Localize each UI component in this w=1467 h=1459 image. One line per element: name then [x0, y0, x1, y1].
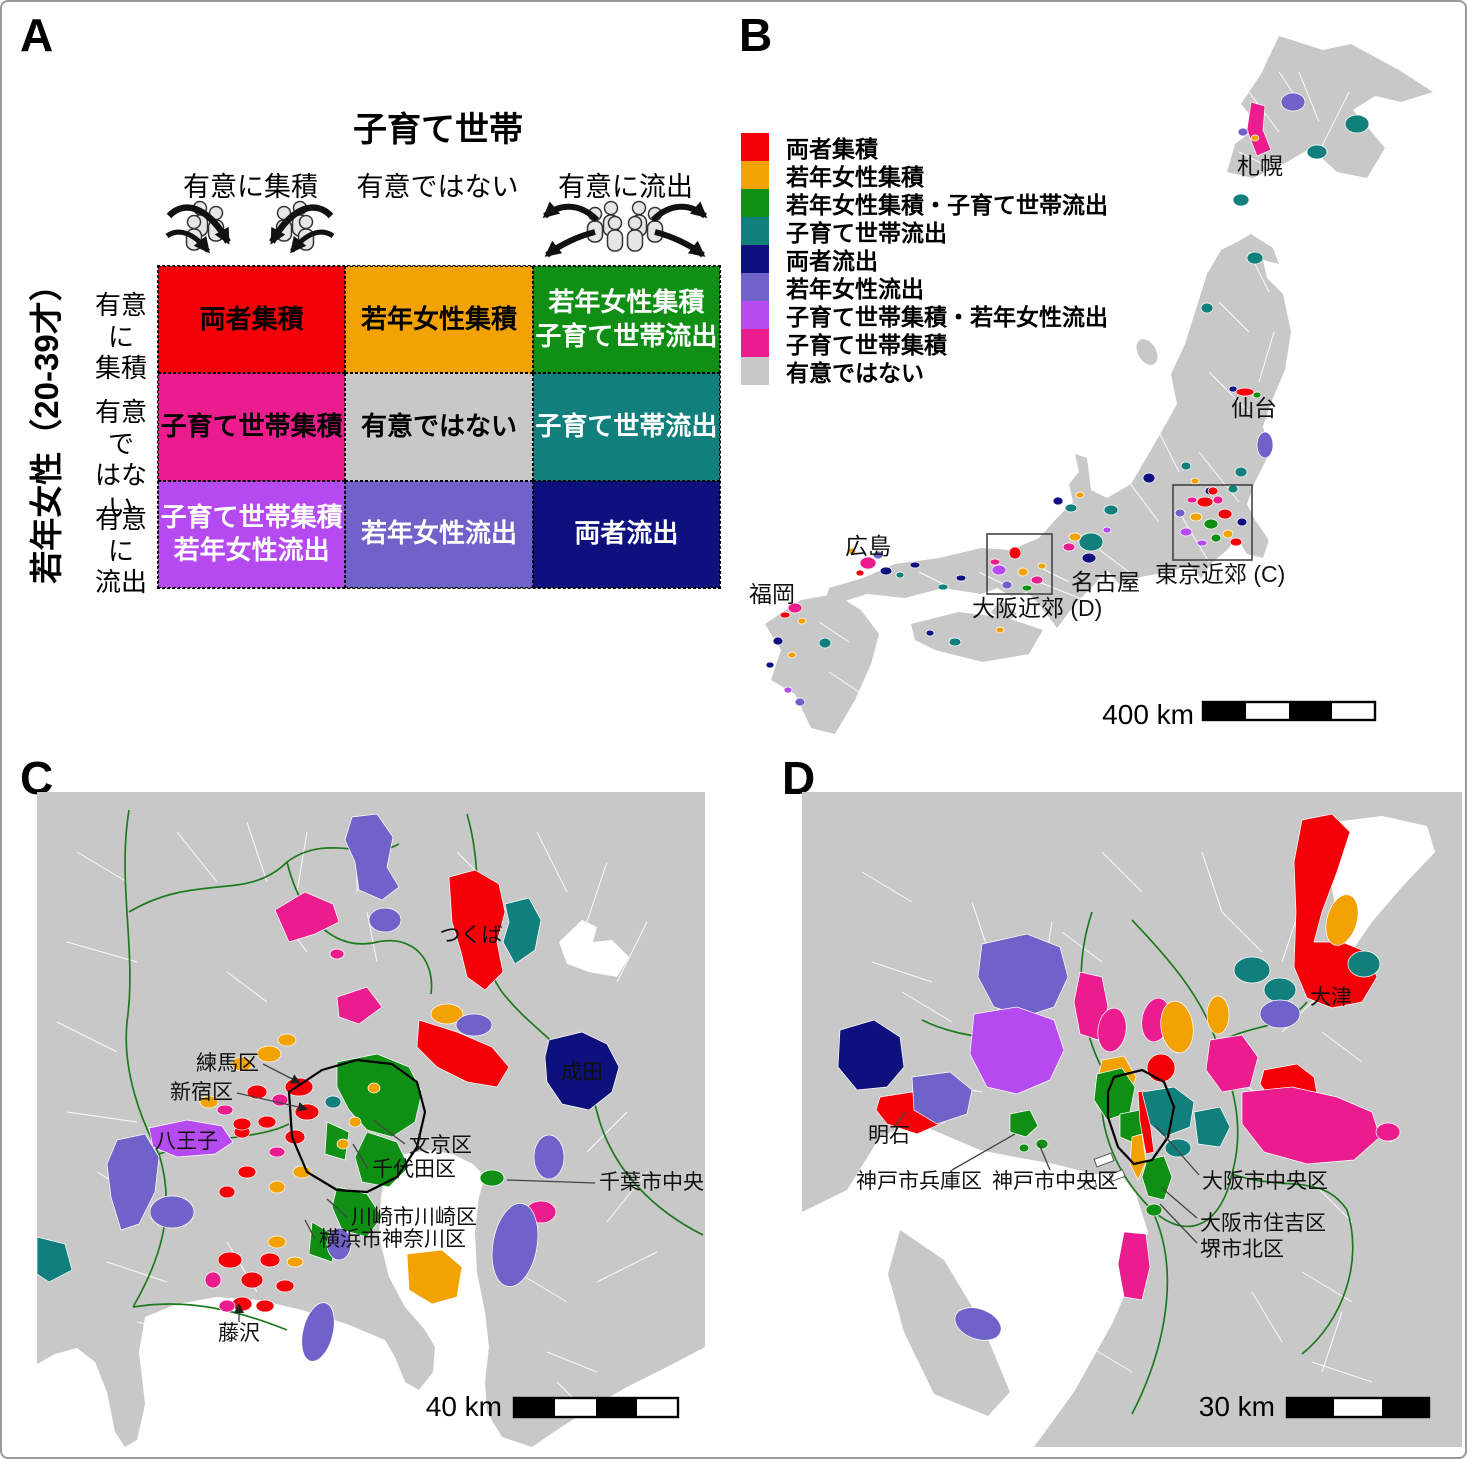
panel-b: B 両者集積 若年女性集積 若年女性集積・子育て世帯流出 子育て世帯流出 両者流… [739, 2, 1465, 747]
legend-item: 若年女性流出 [741, 273, 1108, 302]
place-label-kawasaki: 川崎市川崎区 [351, 1206, 477, 1229]
city-label-tokyo-area: 東京近郊 (C) [1155, 561, 1285, 587]
legend-swatch-green [741, 189, 769, 217]
legend-item: 両者流出 [741, 245, 1108, 274]
leader-lines [893, 1111, 1200, 1244]
scale-bar: 400 km [1102, 699, 1377, 730]
legend-item: 子育て世帯集積・若年女性流出 [741, 301, 1108, 330]
col-header-inflow: 有意に集積 [183, 172, 318, 202]
legend-swatch-orange [741, 161, 769, 189]
city-label-hiroshima: 広島 [845, 533, 891, 559]
people-arrows-outward-icon [542, 200, 708, 258]
place-label-tsukuba: つくば [440, 924, 503, 947]
legend-swatch-slate [741, 273, 769, 301]
tokyo-ward-outline [287, 1058, 427, 1194]
panel-d: D [739, 747, 1465, 1457]
city-label-sapporo: 札幌 [1237, 153, 1283, 179]
legend-swatch-violet [741, 301, 769, 329]
panel-c: C [2, 747, 739, 1457]
legend-item: 若年女性集積 [741, 161, 1108, 190]
panel-a-label: A [20, 9, 54, 61]
place-label-akashi: 明石 [868, 1124, 910, 1147]
osaka-city-outline [1106, 1068, 1176, 1166]
place-label-osaka-chuo: 大阪市中央区 [1202, 1170, 1328, 1193]
narita-region [544, 1031, 620, 1111]
city-label-osaka-area: 大阪近郊 (D) [972, 595, 1102, 621]
place-label-nerima: 練馬区 [196, 1052, 259, 1075]
place-label-bunkyo: 文京区 [409, 1134, 472, 1157]
legend-swatch-red [741, 133, 769, 161]
place-labels: つくば 成田 練馬区 新宿区 八王子 文京区 千代田区 千葉市中央区 川崎市川崎… [155, 924, 705, 1345]
column-axis-title: 子育て世帯 [353, 111, 523, 149]
legend-item: 有意ではない [741, 357, 1108, 386]
lake-kasumigaura [559, 920, 629, 977]
tsukuba-region [448, 869, 506, 991]
matrix-cell-both-outflow: 両者流出 [532, 480, 720, 588]
awaji-island [888, 1230, 1010, 1416]
matrix-cell-women-outflow: 若年女性流出 [345, 480, 533, 588]
scale-text: 400 km [1102, 699, 1194, 730]
leader-lines [234, 1063, 596, 1322]
hachioji-region [148, 1119, 234, 1158]
place-label-osaka-sumiyoshi: 大阪市住吉区 [1200, 1212, 1326, 1235]
matrix-cell-house-in-women-out: 子育て世帯集積 若年女性流出 [158, 480, 346, 588]
place-label-kobe-hyogo: 神戸市兵庫区 [856, 1170, 982, 1193]
place-label-chiba-chuo: 千葉市中央区 [599, 1171, 705, 1194]
japan-map: 札幌 仙台 東京近郊 (C) 名古屋 大阪近郊 (D) 広島 福岡 400 km [749, 36, 1433, 734]
city-label-sendai: 仙台 [1231, 395, 1277, 421]
inset-box-osaka [986, 533, 1053, 595]
matrix-cell-women-inflow: 若年女性集積 [345, 266, 533, 374]
city-label-nagoya: 名古屋 [1071, 569, 1140, 595]
scale-bar: 40 km [426, 1391, 680, 1422]
map-legend: 両者集積 若年女性集積 若年女性集積・子育て世帯流出 子育て世帯流出 両者流出 … [741, 133, 1108, 386]
legend-swatch-teal [741, 217, 769, 245]
scale-bar: 30 km [1199, 1391, 1431, 1422]
place-label-narita: 成田 [561, 1061, 603, 1084]
colored-regions [765, 92, 1370, 707]
category-matrix: 両者集積 若年女性集積 若年女性集積 子育て世帯流出 子育て世帯集積 有意ではな… [157, 265, 721, 589]
row-header-ns: 有意で はない [94, 397, 147, 523]
row-header-outflow: 有意に 流出 [94, 504, 147, 598]
landmass [765, 36, 1433, 734]
matrix-cell-house-inflow: 子育て世帯集積 [158, 373, 346, 481]
place-label-fujisawa: 藤沢 [218, 1322, 260, 1345]
scale-text: 40 km [426, 1391, 502, 1422]
place-label-otsu: 大津 [1310, 986, 1352, 1009]
legend-item: 子育て世帯流出 [741, 217, 1108, 246]
col-header-outflow: 有意に流出 [558, 172, 693, 202]
colored-regions [837, 813, 1401, 1341]
legend-item: 両者集積 [741, 133, 1108, 162]
scale-text: 30 km [1199, 1391, 1275, 1422]
place-labels: 大津 明石 神戸市兵庫区 神戸市中央区 大阪市中央区 大阪市住吉区 堺市北区 [856, 986, 1352, 1261]
matrix-cell-women-in-house-out: 若年女性集積 子育て世帯流出 [532, 266, 720, 374]
legend-swatch-magenta [741, 329, 769, 357]
panel-a: A 子育て世帯 有意に集積 有意ではない 有意に流出 [2, 2, 739, 747]
matrix-cell-both-inflow: 両者集積 [158, 266, 346, 374]
legend-swatch-gray [741, 357, 769, 385]
place-label-sakai-kita: 堺市北区 [1200, 1238, 1284, 1261]
tokyo-area-map: つくば 成田 練馬区 新宿区 八王子 文京区 千代田区 千葉市中央区 川崎市川崎… [37, 792, 705, 1447]
place-label-yokohama-kanagawa: 横浜市神奈川区 [319, 1228, 466, 1251]
legend-item: 若年女性集積・子育て世帯流出 [741, 189, 1108, 218]
city-labels: 札幌 仙台 東京近郊 (C) 名古屋 大阪近郊 (D) 広島 福岡 [749, 153, 1285, 621]
people-arrows-inward-icon [165, 200, 335, 254]
matrix-cell-not-significant: 有意ではない [345, 373, 533, 481]
place-label-shinjuku: 新宿区 [170, 1081, 233, 1104]
col-header-ns: 有意ではない [356, 172, 519, 202]
place-label-hachioji: 八王子 [155, 1130, 218, 1153]
row-header-inflow: 有意に 集積 [94, 290, 147, 384]
harbor-islands [1082, 1152, 1126, 1191]
chiba-chuo-region [479, 1169, 505, 1187]
inset-box-tokyo [1172, 484, 1253, 561]
osaka-area-map: 大津 明石 神戸市兵庫区 神戸市中央区 大阪市中央区 大阪市住吉区 堺市北区 3… [802, 792, 1462, 1447]
city-label-fukuoka: 福岡 [749, 581, 795, 607]
panel-b-label: B [739, 9, 773, 61]
legend-swatch-navy [741, 245, 769, 273]
place-label-kobe-chuo: 神戸市中央区 [992, 1170, 1118, 1193]
legend-item: 子育て世帯集積 [741, 329, 1108, 358]
matrix-cell-house-outflow: 子育て世帯流出 [532, 373, 720, 481]
place-label-chiyoda: 千代田区 [372, 1158, 456, 1181]
